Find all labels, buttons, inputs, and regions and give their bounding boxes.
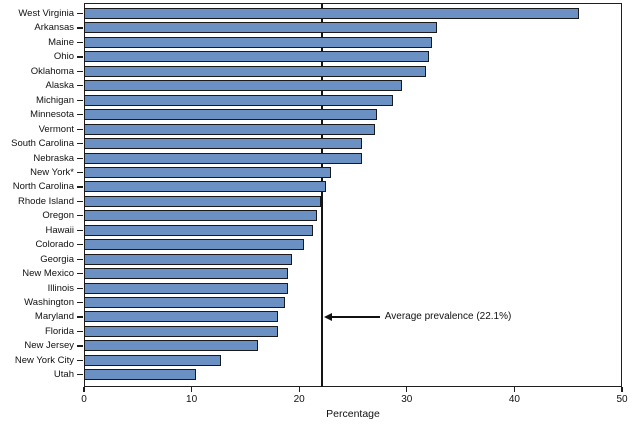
bar	[84, 181, 327, 193]
y-tick	[77, 41, 83, 44]
y-tick	[77, 287, 83, 289]
bar	[84, 109, 377, 121]
bar	[84, 253, 292, 265]
y-tick	[77, 316, 83, 318]
y-tick	[77, 27, 83, 29]
bar	[84, 239, 304, 251]
y-tick	[77, 359, 83, 361]
y-tick	[77, 215, 83, 217]
x-tick-label: 10	[186, 394, 198, 405]
bar	[84, 311, 278, 323]
bar	[84, 65, 427, 77]
y-tick	[77, 244, 83, 246]
y-tick	[77, 143, 83, 145]
y-tick	[77, 200, 83, 203]
y-axis-label: Hawaii	[45, 224, 74, 236]
y-axis-label: Oklahoma	[30, 65, 74, 77]
y-tick	[77, 330, 83, 333]
y-tick	[77, 374, 83, 376]
bar	[84, 210, 318, 222]
bar	[84, 166, 332, 178]
y-tick	[77, 273, 83, 275]
y-axis-label: Vermont	[38, 123, 74, 135]
y-axis-label: New York*	[30, 166, 74, 178]
y-axis-label: Washington	[24, 297, 74, 308]
y-axis-label: South Carolina	[11, 138, 74, 150]
x-tick	[513, 387, 516, 392]
bar	[84, 80, 403, 92]
bar	[84, 36, 432, 48]
bar	[84, 268, 289, 280]
y-tick	[77, 157, 83, 159]
y-tick	[77, 99, 83, 101]
bar	[84, 369, 196, 381]
x-tick-label: 40	[508, 394, 520, 405]
y-tick	[77, 302, 83, 304]
y-axis-label: Oregon	[42, 210, 74, 222]
x-tick-label: 50	[616, 394, 628, 405]
y-axis-label: Minnesota	[30, 109, 74, 121]
average-annotation: Average prevalence (22.1%)	[323, 310, 641, 324]
y-tick	[77, 229, 83, 231]
y-tick	[77, 128, 83, 130]
bar	[84, 22, 437, 34]
x-tick	[83, 387, 85, 392]
y-axis-label: Nebraska	[33, 152, 74, 164]
y-axis-label: Utah	[53, 369, 74, 381]
arrow-left-icon	[323, 312, 332, 321]
bar	[84, 224, 314, 236]
x-axis-title: Percentage	[326, 408, 380, 420]
y-tick	[77, 171, 83, 174]
y-tick	[77, 85, 83, 87]
y-axis-label: New York City	[14, 354, 74, 366]
bar	[84, 123, 375, 135]
bar	[84, 297, 286, 308]
bar	[84, 354, 221, 366]
y-tick	[77, 345, 83, 347]
y-axis-label: Colorado	[35, 239, 74, 251]
x-tick	[406, 387, 408, 392]
bar	[84, 152, 362, 164]
y-axis-label: Florida	[44, 325, 74, 337]
y-tick	[77, 70, 83, 72]
y-axis-label: Rhode Island	[18, 195, 74, 207]
y-axis-label: Michigan	[35, 94, 74, 106]
y-tick	[77, 114, 83, 116]
y-tick	[77, 258, 83, 260]
x-tick	[191, 387, 193, 392]
bar	[84, 340, 259, 352]
bar	[84, 282, 289, 294]
x-tick	[298, 387, 300, 392]
y-axis-label: Illinois	[47, 282, 74, 294]
y-axis-label: New Mexico	[22, 268, 74, 280]
x-tick-label: 20	[293, 394, 305, 405]
y-axis-label: New Jersey	[24, 340, 74, 352]
bar	[84, 8, 579, 19]
y-tick	[77, 56, 83, 58]
bar	[84, 94, 393, 106]
bar	[84, 195, 321, 207]
y-tick	[77, 186, 83, 188]
y-axis-label: Maine	[48, 36, 74, 48]
x-tick-label: 0	[81, 394, 87, 405]
y-axis-label: Alaska	[45, 80, 74, 92]
y-tick	[77, 13, 83, 15]
x-tick	[621, 387, 623, 392]
bar	[84, 51, 430, 63]
y-axis-label: Arkansas	[34, 22, 74, 34]
y-axis-label: Ohio	[53, 51, 74, 63]
average-reference-line	[321, 3, 323, 387]
average-annotation-label: Average prevalence (22.1%)	[384, 310, 512, 322]
x-tick-label: 30	[401, 394, 413, 405]
arrow-shaft	[330, 316, 380, 318]
y-axis-label: Maryland	[34, 311, 74, 323]
y-axis-label: West Virginia	[18, 8, 74, 19]
y-axis-label: North Carolina	[12, 181, 74, 193]
y-axis-label: Georgia	[40, 253, 74, 265]
bar	[84, 138, 362, 150]
bar	[84, 325, 278, 337]
